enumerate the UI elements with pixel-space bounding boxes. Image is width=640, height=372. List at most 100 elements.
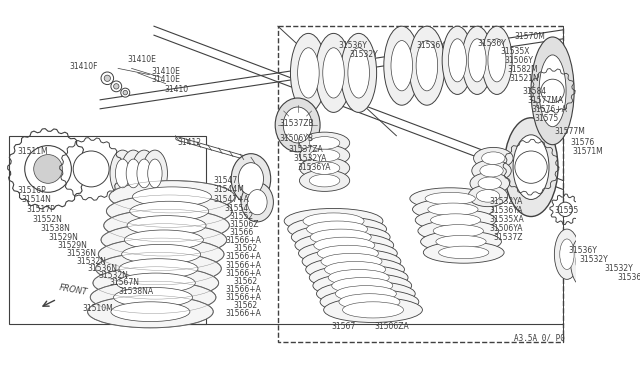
Text: 31555: 31555 [554, 206, 579, 215]
Text: 31544M: 31544M [213, 185, 244, 194]
Ellipse shape [119, 259, 198, 279]
Text: 31410F: 31410F [70, 62, 99, 71]
Ellipse shape [423, 242, 504, 263]
Ellipse shape [316, 33, 351, 112]
Text: 31535XA: 31535XA [490, 215, 525, 224]
Ellipse shape [288, 217, 387, 242]
Text: 31506ZA: 31506ZA [374, 323, 409, 331]
Text: 31511M: 31511M [17, 147, 48, 155]
Ellipse shape [309, 137, 340, 149]
Ellipse shape [109, 181, 235, 213]
Ellipse shape [513, 135, 549, 199]
Ellipse shape [300, 145, 349, 166]
Text: 31566+A: 31566+A [226, 285, 262, 294]
Ellipse shape [420, 231, 501, 253]
Ellipse shape [332, 278, 393, 294]
Text: 31577MA: 31577MA [527, 96, 564, 105]
Text: 31576: 31576 [570, 138, 595, 147]
Text: 31538N: 31538N [40, 224, 70, 233]
Ellipse shape [314, 237, 375, 253]
Ellipse shape [468, 185, 508, 207]
Ellipse shape [309, 162, 340, 174]
Circle shape [104, 75, 111, 81]
Ellipse shape [122, 244, 201, 264]
Text: 31562: 31562 [233, 277, 257, 286]
Ellipse shape [231, 154, 271, 204]
Ellipse shape [470, 173, 509, 194]
Ellipse shape [482, 26, 512, 94]
Ellipse shape [410, 188, 491, 209]
Text: 31567N: 31567N [109, 279, 139, 288]
Ellipse shape [106, 195, 232, 227]
Ellipse shape [323, 48, 344, 98]
Text: 31532YA: 31532YA [490, 197, 523, 206]
Ellipse shape [241, 182, 273, 222]
Ellipse shape [307, 221, 367, 237]
Circle shape [121, 88, 130, 97]
Text: 31566+A: 31566+A [226, 253, 262, 262]
Ellipse shape [116, 273, 195, 293]
Text: 31570M: 31570M [515, 32, 546, 41]
Ellipse shape [328, 269, 389, 286]
Ellipse shape [413, 199, 493, 220]
Ellipse shape [488, 39, 506, 82]
Ellipse shape [238, 163, 264, 195]
Text: 31567: 31567 [332, 323, 356, 331]
Text: 31532Y: 31532Y [579, 255, 608, 264]
Text: 31410E: 31410E [151, 75, 180, 84]
Text: 31532N: 31532N [99, 271, 128, 280]
Ellipse shape [130, 201, 209, 221]
Text: 31514N: 31514N [21, 195, 51, 204]
Ellipse shape [317, 245, 378, 262]
Ellipse shape [409, 26, 445, 105]
Ellipse shape [391, 41, 413, 91]
Circle shape [123, 90, 127, 95]
Circle shape [114, 84, 119, 89]
Text: 31506Y: 31506Y [504, 56, 533, 65]
Ellipse shape [310, 229, 371, 245]
Ellipse shape [132, 187, 211, 207]
Ellipse shape [587, 243, 612, 294]
Text: 31506YB: 31506YB [280, 134, 314, 143]
Ellipse shape [132, 150, 157, 197]
Text: 31562: 31562 [233, 301, 257, 310]
Text: 31552: 31552 [229, 212, 253, 221]
Text: 31566+A: 31566+A [226, 260, 262, 269]
Text: 31532Y: 31532Y [349, 49, 378, 58]
Ellipse shape [95, 253, 221, 285]
Text: 31536YA: 31536YA [490, 206, 524, 215]
Text: 31536Y: 31536Y [338, 41, 367, 51]
Text: 31532YA: 31532YA [293, 154, 326, 163]
Ellipse shape [592, 253, 607, 284]
Ellipse shape [539, 55, 566, 127]
Ellipse shape [428, 203, 478, 216]
Ellipse shape [313, 273, 412, 298]
Ellipse shape [324, 262, 386, 278]
Bar [278, 26, 563, 342]
Circle shape [73, 151, 109, 187]
Circle shape [515, 151, 547, 183]
Ellipse shape [478, 177, 501, 190]
Text: 31535X: 31535X [500, 47, 530, 56]
Ellipse shape [309, 265, 408, 290]
Text: 31529N: 31529N [48, 232, 78, 242]
Ellipse shape [554, 229, 579, 279]
Ellipse shape [321, 253, 382, 269]
Ellipse shape [468, 39, 486, 82]
Text: 31536N: 31536N [66, 249, 96, 258]
Text: 31566+A: 31566+A [226, 309, 262, 318]
Ellipse shape [608, 260, 623, 291]
Text: 31506YA: 31506YA [490, 224, 524, 233]
Text: A3.5A 0/ P0: A3.5A 0/ P0 [515, 333, 565, 342]
Text: 31412: 31412 [177, 138, 202, 147]
Text: 31516P: 31516P [17, 186, 46, 195]
Text: 31566+A: 31566+A [226, 236, 262, 245]
Ellipse shape [284, 208, 383, 234]
Ellipse shape [88, 295, 213, 328]
Ellipse shape [111, 302, 190, 321]
Ellipse shape [324, 297, 422, 323]
Ellipse shape [90, 281, 216, 314]
Ellipse shape [482, 152, 505, 164]
Ellipse shape [416, 41, 438, 91]
Ellipse shape [142, 150, 168, 197]
